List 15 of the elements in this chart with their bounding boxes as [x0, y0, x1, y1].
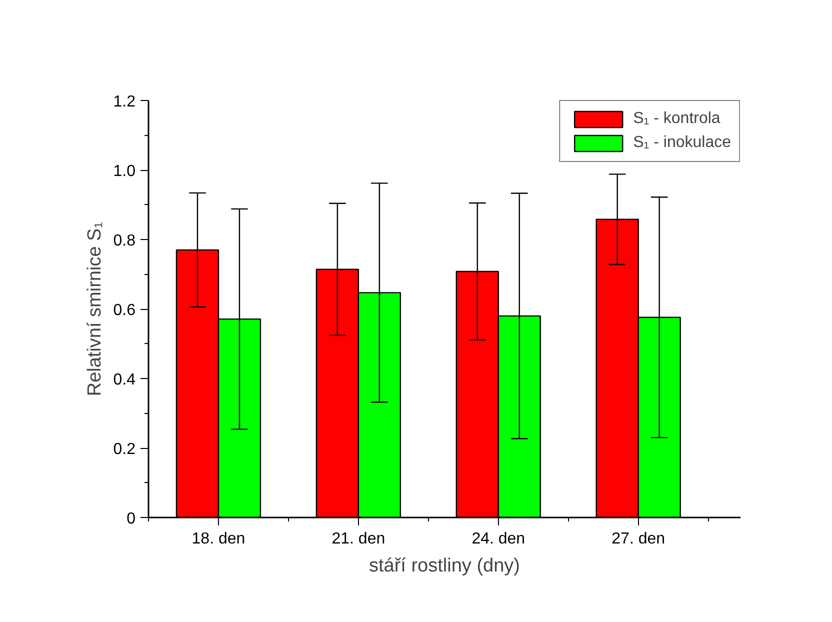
y-axis-title: Relativní smirnice S₁ — [84, 222, 106, 396]
x-tick-label: 24. den — [472, 530, 526, 548]
y-tick-label: 1.0 — [113, 163, 136, 180]
x-tick-label: 18. den — [192, 530, 246, 548]
x-axis-title: stáří rostliny (dny) — [369, 556, 520, 576]
y-tick-label: 0.4 — [113, 372, 136, 388]
y-tick-label: 0.6 — [113, 302, 136, 319]
x-tick-label: 21. den — [332, 530, 386, 548]
legend-label: S₁ - kontrola — [633, 110, 720, 128]
y-tick-label: 0.2 — [113, 441, 136, 458]
y-tick-label: 0 — [126, 510, 136, 528]
y-tick-label: 0.8 — [113, 232, 136, 250]
legend-label: S₁ - inokulace — [633, 134, 731, 152]
y-tick-label: 1.2 — [113, 94, 136, 110]
x-tick-label: 27. den — [612, 530, 666, 548]
